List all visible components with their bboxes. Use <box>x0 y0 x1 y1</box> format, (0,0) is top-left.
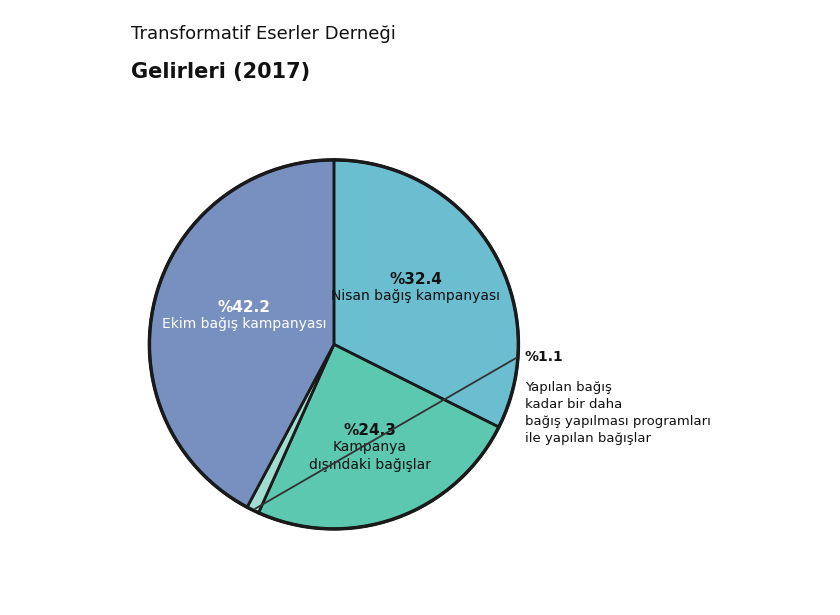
Text: %24.3: %24.3 <box>344 423 396 438</box>
Text: Gelirleri (2017): Gelirleri (2017) <box>131 62 310 82</box>
Polygon shape <box>334 160 518 427</box>
Polygon shape <box>150 160 334 507</box>
Text: Transformatif Eserler Derneği: Transformatif Eserler Derneği <box>131 25 396 42</box>
Polygon shape <box>247 344 334 513</box>
Text: Ekim bağış kampanyası: Ekim bağış kampanyası <box>162 317 327 331</box>
Polygon shape <box>259 344 499 529</box>
Text: %1.1: %1.1 <box>524 350 564 363</box>
Text: Kampanya
dışındaki bağışlar: Kampanya dışındaki bağışlar <box>309 440 431 472</box>
Text: %42.2: %42.2 <box>218 300 271 315</box>
Text: Yapılan bağış
kadar bir daha
bağış yapılması programları
ile yapılan bağışlar: Yapılan bağış kadar bir daha bağış yapıl… <box>524 381 711 445</box>
Text: Nisan bağış kampanyası: Nisan bağış kampanyası <box>331 289 500 303</box>
Text: %32.4: %32.4 <box>389 272 442 287</box>
